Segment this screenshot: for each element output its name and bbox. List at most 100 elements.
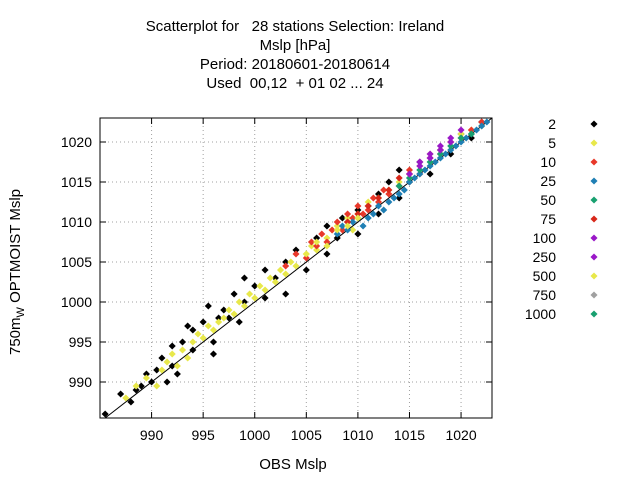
data-point-5 [333,222,341,230]
data-point-2 [168,362,176,370]
data-point-2 [158,354,166,362]
data-point-2 [148,378,156,386]
data-point-100 [457,126,465,134]
data-point-2 [127,398,135,406]
data-point-10 [318,230,326,238]
data-point-25 [380,206,388,214]
data-point-25 [447,146,455,154]
data-point-25 [364,214,372,222]
data-point-10 [333,218,341,226]
legend-label: 2 [548,116,556,132]
data-point-2 [209,338,218,346]
data-point-5 [256,282,264,290]
legend-marker [590,253,598,261]
data-point-2 [338,214,346,222]
data-point-500 [344,222,352,230]
data-point-2 [142,370,150,378]
data-point-10 [364,206,372,214]
data-point-500 [313,238,321,246]
data-point-2 [467,134,475,142]
data-point-25 [457,138,465,146]
data-point-5 [323,234,331,242]
data-point-25 [472,126,481,134]
data-point-10 [344,210,352,218]
data-point-2 [333,234,341,242]
data-point-2 [323,222,331,230]
data-point-250 [447,134,455,142]
data-point-10 [374,198,383,206]
data-point-10 [405,166,414,174]
data-point-2 [282,258,290,266]
data-point-5 [132,382,140,390]
data-point-2 [261,294,269,302]
legend-marker [590,139,598,147]
data-point-25 [400,186,408,194]
data-point-250 [416,162,424,170]
data-point-2 [101,410,109,418]
data-point-25 [442,150,450,158]
data-point-10 [307,238,316,246]
data-point-75 [364,202,372,210]
data-point-25 [369,210,377,218]
data-point-2 [117,390,125,398]
data-point-50 [457,134,465,142]
data-point-100 [426,154,434,162]
data-point-5 [184,354,192,362]
data-point-100 [416,158,424,166]
data-point-5 [271,278,279,286]
data-point-10 [302,254,310,262]
identity-line [104,117,493,419]
legend-label: 10 [540,154,556,170]
data-point-2 [199,318,207,326]
data-point-25 [344,226,352,234]
data-point-25 [338,222,346,230]
data-point-5 [266,274,274,282]
data-point-2 [395,166,403,174]
data-point-25 [349,218,357,226]
data-point-25 [421,166,429,174]
data-point-25 [478,122,486,130]
data-point-5 [122,394,130,402]
legend-label: 50 [540,192,556,208]
data-point-2 [354,206,362,214]
data-point-25 [483,118,491,126]
data-point-75 [354,210,362,218]
data-point-25 [390,194,398,202]
data-point-5 [344,214,352,222]
data-point-25 [385,198,393,206]
legend-marker [590,177,598,185]
data-point-25 [416,170,424,178]
data-point-2 [282,290,290,298]
data-point-10 [369,194,377,202]
data-point-25 [452,142,460,150]
data-point-2 [240,298,248,306]
data-point-2 [374,190,383,198]
legend-label: 5 [548,135,556,151]
y-axis-label-prefix: 750m [7,317,24,355]
legend-marker [590,215,598,223]
data-point-5 [307,242,316,250]
data-point-2 [251,282,259,290]
data-point-5 [287,258,295,266]
data-point-500 [323,242,331,250]
data-point-10 [292,250,300,258]
data-point-250 [426,150,434,158]
data-point-5 [240,302,248,310]
x-tick-label: 1000 [239,427,270,443]
data-point-5 [276,266,285,274]
data-point-10 [282,262,290,270]
x-axis-label: OBS Mslp [259,456,327,473]
data-point-2 [261,266,269,274]
data-point-10 [385,190,393,198]
data-point-25 [333,230,341,238]
x-tick-label: 1010 [342,427,373,443]
legend-marker [590,158,598,166]
data-point-10 [338,226,346,234]
data-point-2 [189,346,197,354]
title-line-2: Mslp [hPa] [259,37,331,54]
data-point-25 [411,174,419,182]
data-point-2 [220,306,228,314]
data-point-5 [230,310,238,318]
data-point-75 [344,218,352,226]
